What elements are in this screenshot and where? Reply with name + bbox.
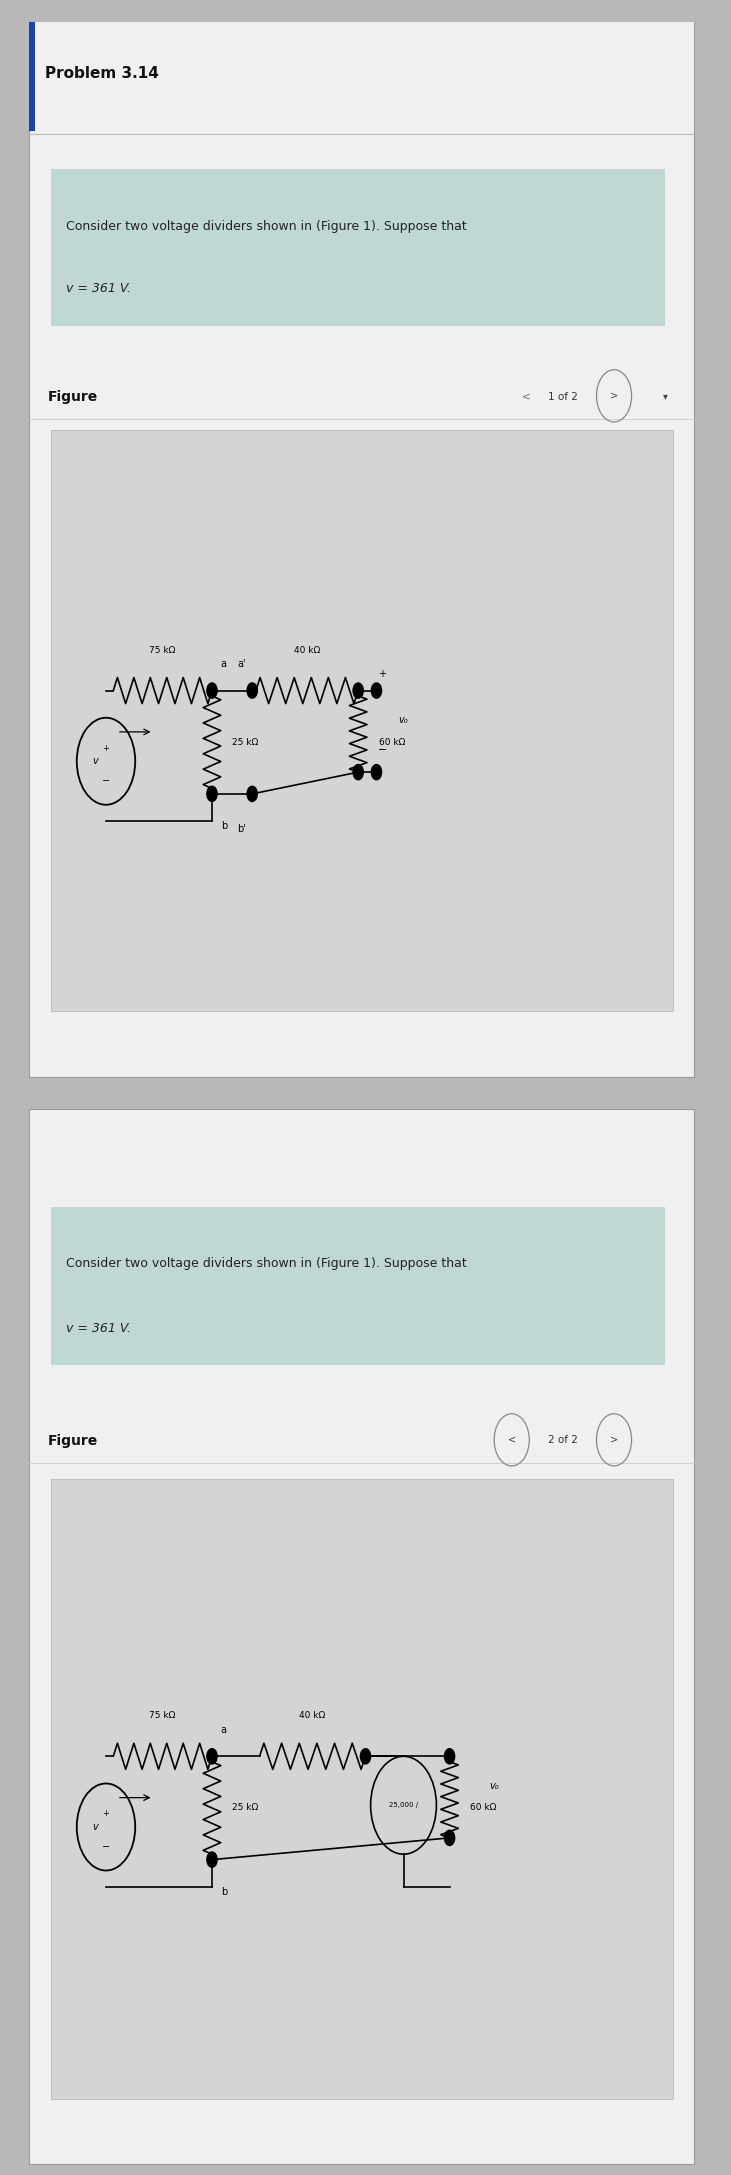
Text: 1 of 2: 1 of 2: [548, 392, 577, 402]
Text: +: +: [378, 670, 386, 679]
Text: +: +: [102, 744, 110, 753]
Text: 60 kΩ: 60 kΩ: [470, 1803, 496, 1812]
Text: −: −: [102, 776, 110, 785]
Circle shape: [444, 1829, 455, 1844]
Text: a': a': [238, 659, 246, 670]
Text: b': b': [238, 824, 246, 835]
Circle shape: [371, 766, 382, 781]
Text: Problem 3.14: Problem 3.14: [45, 67, 159, 80]
Text: v₀: v₀: [398, 716, 408, 726]
Circle shape: [207, 1851, 217, 1866]
Text: 40 kΩ: 40 kΩ: [300, 1712, 325, 1720]
Text: +: +: [102, 1810, 110, 1818]
Text: a: a: [221, 1725, 227, 1736]
Circle shape: [353, 766, 363, 781]
Circle shape: [371, 683, 382, 698]
Text: Consider two voltage dividers shown in (Figure 1). Suppose that: Consider two voltage dividers shown in (…: [66, 220, 466, 233]
Text: 25,000 /: 25,000 /: [389, 1803, 418, 1807]
Bar: [29, 22, 35, 130]
Text: 75 kΩ: 75 kΩ: [149, 1712, 176, 1720]
Text: v = 361 V.: v = 361 V.: [66, 283, 131, 294]
Text: v: v: [92, 757, 98, 766]
Text: a: a: [221, 659, 227, 670]
Circle shape: [360, 1749, 371, 1764]
Circle shape: [207, 1749, 217, 1764]
Bar: [51, 1479, 673, 2099]
Text: 25 kΩ: 25 kΩ: [232, 737, 259, 746]
Text: <: <: [522, 392, 531, 402]
Text: −: −: [102, 1842, 110, 1851]
Circle shape: [444, 1749, 455, 1764]
Circle shape: [247, 787, 257, 803]
Text: 25 kΩ: 25 kΩ: [232, 1803, 259, 1812]
Text: 40 kΩ: 40 kΩ: [294, 646, 320, 655]
Circle shape: [247, 683, 257, 698]
Text: <: <: [507, 1436, 516, 1444]
Bar: [29, 22, 694, 130]
Text: Figure: Figure: [48, 1433, 98, 1449]
Bar: [51, 1207, 665, 1366]
Text: Figure: Figure: [48, 389, 98, 405]
Text: 60 kΩ: 60 kΩ: [379, 737, 405, 746]
Text: −: −: [378, 746, 387, 755]
Text: >: >: [610, 1436, 618, 1444]
Bar: [51, 170, 665, 326]
Bar: [51, 431, 673, 1011]
Text: >: >: [610, 392, 618, 400]
Text: 75 kΩ: 75 kΩ: [149, 646, 176, 655]
Circle shape: [207, 683, 217, 698]
Circle shape: [353, 683, 363, 698]
Text: Consider two voltage dividers shown in (Figure 1). Suppose that: Consider two voltage dividers shown in (…: [66, 1257, 466, 1270]
Text: b: b: [221, 822, 227, 831]
Text: v = 361 V.: v = 361 V.: [66, 1322, 131, 1335]
Text: v: v: [92, 1823, 98, 1831]
Text: 2 of 2: 2 of 2: [548, 1436, 577, 1444]
Text: v₀: v₀: [490, 1781, 499, 1792]
Circle shape: [207, 787, 217, 803]
Text: b: b: [221, 1886, 227, 1897]
Text: ▾: ▾: [663, 392, 667, 400]
